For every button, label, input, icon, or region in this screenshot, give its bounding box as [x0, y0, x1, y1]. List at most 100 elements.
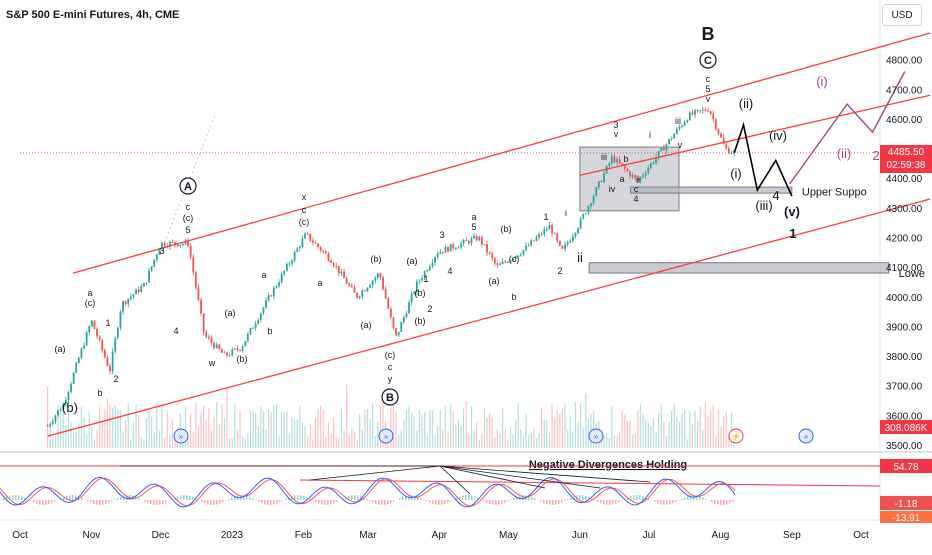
histogram-bar [468, 495, 470, 500]
time-tick-label: May [499, 530, 518, 541]
volume-bar [320, 406, 321, 448]
wave-label: (ii) [739, 96, 753, 111]
histogram-bar [582, 495, 584, 500]
volume-bar [258, 427, 259, 448]
histogram-bar [192, 497, 194, 500]
histogram-bar [552, 500, 554, 505]
volume-bar [330, 434, 331, 448]
histogram-bar [498, 500, 500, 505]
wave-label: b [623, 154, 628, 164]
price-tick-label: 4700.00 [886, 85, 923, 96]
wave-label: (ii) [837, 146, 851, 161]
candle-body [707, 111, 709, 112]
candle-body [562, 246, 564, 249]
histogram-bar [96, 500, 98, 505]
volume-bar [122, 431, 123, 448]
volume-bar [159, 431, 160, 448]
candle-body [653, 163, 655, 164]
candle-body [172, 242, 174, 243]
candle-body [242, 346, 244, 350]
candle-body [647, 168, 649, 173]
currency-button[interactable]: USD [882, 4, 922, 26]
volume-bar [109, 404, 110, 448]
volume-bar [642, 415, 643, 448]
volume-bar [525, 414, 526, 448]
histogram-bar [438, 500, 440, 505]
histogram-bar [660, 500, 662, 504]
histogram-bar [351, 495, 353, 500]
candle-body [595, 187, 597, 196]
volume-bar [237, 431, 238, 448]
candle-body [200, 300, 202, 313]
histogram-bar [117, 498, 119, 500]
histogram-bar [507, 500, 509, 501]
volume-bar [572, 432, 573, 448]
indicator-badge: -1.18 [895, 499, 918, 510]
volume-bar [250, 411, 251, 448]
histogram-bar [114, 499, 116, 500]
volume-bar [538, 433, 539, 448]
histogram-bar [42, 500, 44, 505]
candle-body [70, 384, 72, 392]
volume-bar [419, 411, 420, 448]
candle-body [361, 291, 363, 297]
volume-bar [73, 431, 74, 448]
candle-body [57, 410, 59, 415]
volume-bar [401, 431, 402, 448]
histogram-bar [519, 496, 521, 500]
wave-label: v [678, 140, 683, 150]
histogram-bar [99, 500, 101, 505]
wave-label: b [267, 326, 272, 336]
candle-body [273, 288, 275, 297]
volume-bar [141, 437, 142, 448]
volume-bar [726, 412, 727, 448]
candle-body [104, 350, 106, 357]
candle-body [317, 243, 319, 247]
event-icon-glyph: » [594, 432, 599, 441]
price-tick-label: 3900.00 [886, 322, 923, 333]
histogram-bar [429, 500, 431, 503]
volume-bar [668, 422, 669, 448]
candle-body [494, 258, 496, 263]
candle-body [91, 321, 93, 327]
chart-title: S&P 500 E-mini Futures, 4h, CME [6, 9, 179, 21]
volume-bar [291, 418, 292, 448]
wave-label: (c) [385, 350, 396, 360]
wave-label: 4 [447, 266, 452, 276]
volume-bar [549, 432, 550, 448]
wave-label: 1 [423, 274, 428, 284]
volume-bar [502, 408, 503, 448]
volume-bar [411, 413, 412, 448]
volume-bar [702, 431, 703, 448]
candle-body [315, 243, 317, 244]
indicator-title: Negative Divergences Holding [529, 459, 687, 471]
wave-label: (c) [299, 217, 310, 227]
histogram-bar [12, 495, 14, 500]
candle-body [598, 181, 600, 187]
wave-label: (b) [237, 354, 248, 364]
volume-bar [156, 403, 157, 448]
circled-label: A [184, 181, 192, 193]
volume-bar [172, 421, 173, 448]
candle-body [450, 244, 452, 251]
time-tick-label: Mar [359, 530, 377, 541]
volume-bar [619, 432, 620, 448]
candle-body [582, 214, 584, 218]
volume-badge: 308.086K [885, 423, 928, 434]
candle-body [203, 313, 205, 331]
candle-body [179, 245, 181, 246]
volume-bar [455, 425, 456, 448]
histogram-bar [222, 500, 224, 502]
volume-bar [317, 409, 318, 448]
candle-body [614, 156, 616, 162]
wave-label: 1 [789, 226, 796, 241]
candle-body [255, 324, 257, 328]
volume-bar [341, 409, 342, 448]
histogram-bar [138, 498, 140, 500]
volume-bar [518, 403, 519, 448]
histogram-bar [465, 495, 467, 500]
candle-body [143, 283, 145, 286]
histogram-bar [180, 495, 182, 500]
candle-body [265, 300, 267, 307]
candle-body [645, 173, 647, 175]
